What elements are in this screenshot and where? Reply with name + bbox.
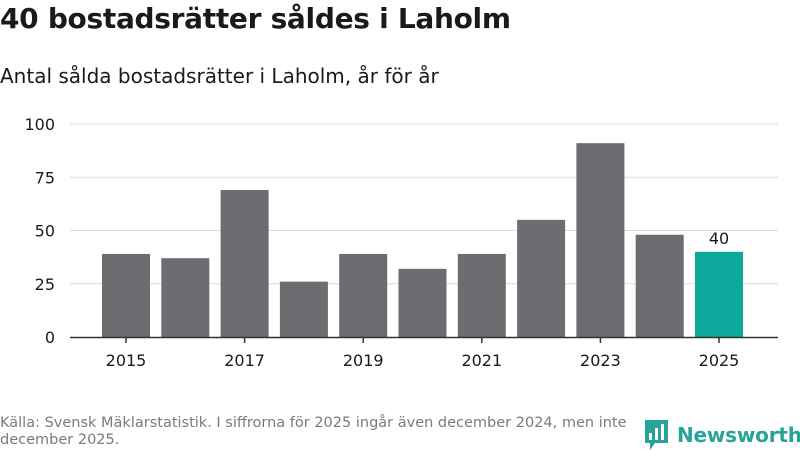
data-label-2025: 40 (709, 229, 729, 248)
bar-2019 (339, 253, 388, 337)
bar-2020 (398, 268, 447, 337)
chart-title: 40 bostadsrätter såldes i Laholm (0, 2, 511, 35)
bar-2022 (517, 219, 566, 337)
x-tick-label-2021: 2021 (461, 351, 502, 370)
x-tick-label-2025: 2025 (699, 351, 740, 370)
y-tick-label-50: 50 (35, 222, 55, 241)
x-tick-label-2015: 2015 (106, 351, 147, 370)
bar-chart-logo-icon (645, 420, 668, 450)
newsworthy-logo[interactable]: Newsworthy (644, 419, 800, 451)
x-tick-label-2023: 2023 (580, 351, 621, 370)
bar-2015 (102, 253, 150, 337)
x-tick-label-2017: 2017 (224, 351, 265, 370)
y-tick-label-75: 75 (35, 168, 55, 187)
bar-2021 (457, 253, 506, 337)
bar-2016 (161, 258, 210, 337)
y-tick-label-100: 100 (24, 115, 55, 134)
bar-2017 (220, 190, 269, 337)
source-note: Källa: Svensk Mäklarstatistik. I siffror… (0, 415, 627, 448)
bar-chart: 0 25 50 75 100 2015 2017 2019 2021 2023 2025 40 (24, 115, 778, 370)
x-tick-label-2019: 2019 (343, 351, 384, 370)
bar-2024 (635, 234, 684, 337)
bar-2018 (279, 281, 328, 337)
bar-2025 (695, 251, 743, 337)
y-tick-label-25: 25 (35, 275, 55, 294)
brand-name: Newsworthy (677, 423, 800, 447)
chart-subtitle: Antal sålda bostadsrätter i Laholm, år f… (0, 64, 439, 88)
y-tick-label-0: 0 (45, 328, 55, 347)
bar-2023 (576, 143, 625, 337)
